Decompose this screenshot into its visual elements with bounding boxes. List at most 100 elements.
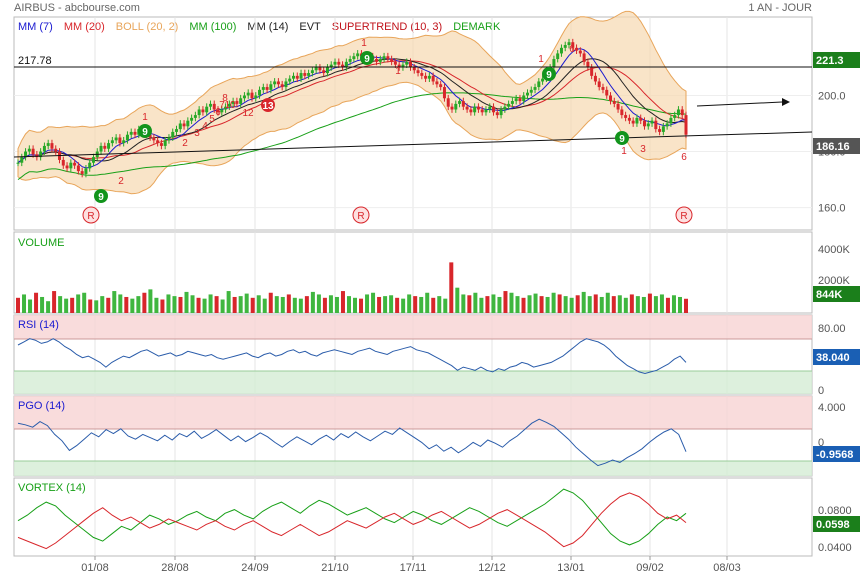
demark-count: 3 <box>194 128 200 139</box>
volume-bar <box>599 296 604 313</box>
candle-body <box>356 53 360 57</box>
volume-bar <box>340 291 345 313</box>
x-tick-label: 12/12 <box>478 562 506 574</box>
volume-bar <box>449 262 454 313</box>
candle-body <box>616 103 620 110</box>
candle-body <box>624 115 628 118</box>
candle-body <box>50 143 54 149</box>
volume-bar <box>587 296 592 313</box>
demark-marker <box>138 124 152 138</box>
volume-bar <box>491 294 496 313</box>
vortex-value-tag <box>813 516 860 532</box>
candle-body <box>61 159 65 166</box>
volume-bar <box>220 299 225 313</box>
demark-count: 1 <box>361 38 367 49</box>
volume-bar <box>202 298 207 313</box>
demark-marker <box>261 98 275 112</box>
volume-bar <box>238 296 243 313</box>
candle-body <box>31 148 35 155</box>
candle-body <box>201 109 205 113</box>
candle-body <box>507 103 511 107</box>
candle-body <box>446 98 450 107</box>
volume-bar <box>298 298 303 313</box>
candle-body <box>205 106 209 113</box>
candle-body <box>646 123 650 127</box>
volume-bar <box>509 292 514 313</box>
candle-body <box>42 145 46 152</box>
volume-bar <box>124 296 129 313</box>
volume-bar <box>310 291 315 313</box>
volume-bar <box>106 297 111 313</box>
indicator-value-label: 38.040 <box>816 352 850 364</box>
candle-body <box>322 70 326 74</box>
candle-body <box>450 106 454 110</box>
oversold-zone <box>14 461 812 476</box>
y-tick-label: 4.000 <box>818 402 846 414</box>
r-annotation-circle <box>82 206 100 224</box>
current-value-label: 186.16 <box>816 141 850 153</box>
projection-arrow-line <box>696 101 783 107</box>
demark-count: 6 <box>681 152 687 163</box>
candle-body <box>167 137 171 141</box>
candle-body <box>405 61 409 65</box>
volume-bar <box>647 293 652 313</box>
volume-bar <box>407 294 412 313</box>
volume-bar <box>581 291 586 313</box>
candle-body <box>609 95 613 102</box>
candle-body <box>684 115 688 135</box>
candle-body <box>435 81 439 85</box>
candle-body <box>529 89 533 93</box>
candle-body <box>571 42 575 48</box>
candle-body <box>269 84 273 90</box>
candle-body <box>65 165 69 169</box>
candle-body <box>288 78 292 82</box>
volume-bar <box>497 296 502 313</box>
candle-body <box>525 92 529 96</box>
candle-body <box>69 162 73 169</box>
candle-body <box>193 115 197 118</box>
demark-marker-label: 9 <box>619 134 625 145</box>
x-tick-label: 21/10 <box>321 562 349 574</box>
volume-bar <box>467 295 472 313</box>
candle-body <box>258 89 262 96</box>
candle-body <box>216 109 220 113</box>
candle-body <box>122 140 126 144</box>
candle-body <box>654 120 658 130</box>
r-annotation-circle <box>675 206 693 224</box>
current-value-tag <box>813 138 860 154</box>
volume-bar <box>16 297 20 313</box>
candle-body <box>39 151 43 158</box>
candle-body <box>563 45 567 48</box>
demark-count: 7 <box>219 100 225 111</box>
volume-bar <box>76 294 81 313</box>
candle-body <box>329 64 333 68</box>
candle-body <box>522 95 526 102</box>
x-tick-label: 24/09 <box>241 562 269 574</box>
candle-body <box>80 171 84 174</box>
volume-bar <box>635 296 640 313</box>
candle-body <box>46 143 50 146</box>
candle-body <box>499 109 503 116</box>
candle-body <box>84 168 88 174</box>
y-tick-label: 0 <box>818 437 824 449</box>
candle-body <box>341 64 345 68</box>
volume-bar <box>575 295 580 313</box>
volume-bar <box>52 291 57 313</box>
y-tick-label: 200.0 <box>818 90 846 102</box>
candle-body <box>186 120 190 127</box>
x-tick-label: 28/08 <box>161 562 189 574</box>
x-tick-label: 17/11 <box>400 562 427 574</box>
legend-item-0: MM (7) <box>18 21 53 33</box>
volume-bar <box>527 295 532 313</box>
demark-marker <box>615 131 629 145</box>
candle-body <box>318 67 322 71</box>
candle-body <box>307 73 311 76</box>
demark-count: 6 <box>569 44 575 55</box>
candle-body <box>54 148 58 152</box>
volume-bar <box>617 295 622 313</box>
candle-body <box>454 103 458 110</box>
candle-body <box>650 120 654 124</box>
candle-body <box>590 67 594 76</box>
candle-body <box>386 56 390 60</box>
